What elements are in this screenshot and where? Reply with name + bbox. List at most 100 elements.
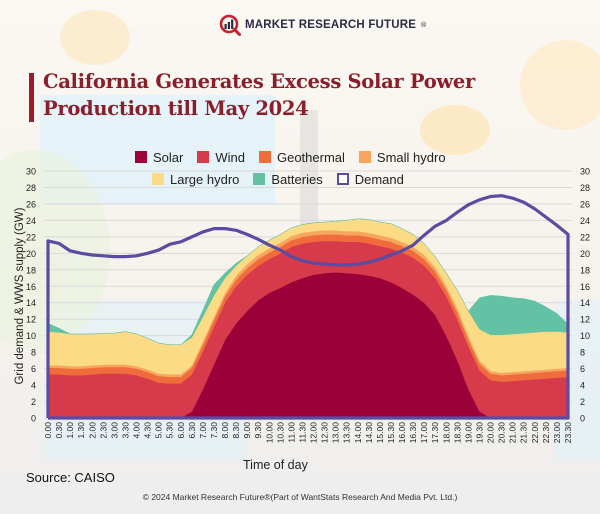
legend-swatch-large-hydro [152,173,164,185]
x-tick-label: 19.30 [474,422,484,444]
x-tick-label: 23.00 [552,422,562,444]
legend-label-large-hydro: Large hydro [170,171,240,187]
y-tick-label: 22 [26,232,36,242]
x-tick-label: 10.30 [275,422,285,444]
brand-name: MARKET RESEARCH FUTURE [245,19,417,31]
y-tick-label-right: 10 [580,331,590,341]
registered-mark: ® [420,21,428,29]
x-tick-label: 9.00 [242,422,252,439]
x-tick-label: 11.30 [297,422,307,443]
y-tick-label-right: 14 [580,298,590,308]
legend-item-geothermal: Geothermal [258,149,345,165]
legend-item-wind: Wind [197,150,245,165]
y-tick-label-right: 8 [580,348,585,358]
y-tick-label: 20 [26,249,36,259]
legend-swatch-solar [135,151,147,163]
y-tick-label-right: 28 [580,183,590,193]
y-tick-label: 6 [31,364,36,374]
copyright-footer: © 2024 Market Research Future®(Part of W… [142,492,458,502]
demand-line [46,194,570,420]
y-tick-label-right: 20 [580,249,590,259]
x-tick-label: 2.30 [98,422,108,439]
y-tick-label: 16 [26,282,36,292]
x-tick-label: 1.00 [65,422,75,439]
x-tick-label: 21.30 [519,422,529,444]
x-tick-label: 3.30 [120,422,130,439]
legend-swatch-wind [197,151,210,163]
y-tick-label: 12 [26,315,36,325]
x-tick-label: 7.00 [198,422,208,439]
y-axis-title: Grid demand & WWS supply (GW) [14,207,26,385]
x-tick-label: 18.30 [452,422,462,444]
x-tick-label: 18.00 [441,422,451,444]
title-accent-bar [29,73,34,122]
legend-label-solar: Solar [153,149,184,165]
x-tick-label: 17.30 [430,422,440,444]
x-tick-label: 12.00 [309,422,319,444]
legend-swatch-demand [336,173,349,185]
legend-item-small-hydro: Small hydro [358,150,446,165]
x-tick-label: 3.00 [109,422,119,439]
y-tick-label-right: 22 [580,232,590,242]
x-tick-label: 13.30 [342,422,352,444]
chart-title: California Generates Excess Solar Power … [43,70,476,120]
x-tick-label: 16.30 [408,422,418,444]
x-tick-label: 13.00 [331,422,341,444]
y-tick-label-right: 26 [580,199,590,209]
legend-label-wind: Wind [215,149,245,165]
legend-swatch-batteries [253,173,266,185]
y-tick-label: 2 [31,397,36,407]
legend-label-demand: Demand [354,171,404,187]
x-tick-label: 0.00 [43,422,53,439]
y-tick-label: 8 [31,348,36,358]
y-tick-label: 4 [31,381,36,391]
x-tick-label: 1.30 [76,422,86,439]
x-tick-label: 20.00 [486,422,496,444]
x-tick-label: 11.00 [286,422,296,443]
y-tick-label: 30 [26,167,36,177]
x-tick-label: 20.30 [497,422,507,444]
y-tick-label: 18 [26,265,36,275]
y-tick-label-right: 24 [580,216,590,226]
x-tick-label: 10.00 [264,422,274,444]
y-tick-label-right: 18 [580,265,590,275]
x-axis-title: Time of day [243,458,308,472]
x-tick-label: 16.00 [397,422,407,444]
y-tick-label: 0 [31,414,36,424]
logo-magnifier-icon [219,14,241,36]
y-tick-label-right: 12 [580,315,590,325]
x-tick-label: 5.30 [165,422,175,439]
y-tick-label-right: 30 [580,167,590,177]
chart-legend: Solar Wind Geothermal Small hydro Large … [135,146,465,190]
legend-row-2: Large hydro Batteries Demand [135,168,465,190]
x-tick-label: 8.00 [220,422,230,439]
x-tick-label: 6.00 [176,422,186,439]
y-tick-label-right: 6 [580,364,585,374]
x-tick-label: 21.00 [508,422,518,444]
x-tick-label: 23.30 [563,422,573,444]
stacked-areas [47,218,569,419]
y-tick-label: 24 [26,216,36,226]
x-tick-label: 8.30 [231,422,241,439]
legend-item-solar: Solar [135,150,183,165]
y-tick-label: 28 [26,183,36,193]
legend-item-large-hydro: Large hydro [152,172,239,187]
x-tick-label: 14.30 [364,422,374,444]
x-tick-label: 14.00 [353,422,363,444]
legend-swatch-small-hydro [358,151,371,163]
x-tick-label: 6.30 [187,422,197,439]
legend-label-geothermal: Geothermal [276,149,345,165]
x-axis: 0.00 0.30 1.00 1.30 2.00 2.30 3.00 3.30 4.00 4.30… [43,422,573,444]
x-tick-label: 4.30 [143,422,153,439]
x-tick-label: 15.00 [375,422,385,444]
x-tick-label: 0.30 [54,422,64,439]
legend-item-batteries: Batteries [253,172,323,187]
y-tick-label: 26 [26,199,36,209]
legend-row-1: Solar Wind Geothermal Small hydro [135,146,465,168]
y-tick-label-right: 4 [580,381,585,391]
y-tick-label-right: 2 [580,397,585,407]
x-tick-label: 9.30 [253,422,263,439]
